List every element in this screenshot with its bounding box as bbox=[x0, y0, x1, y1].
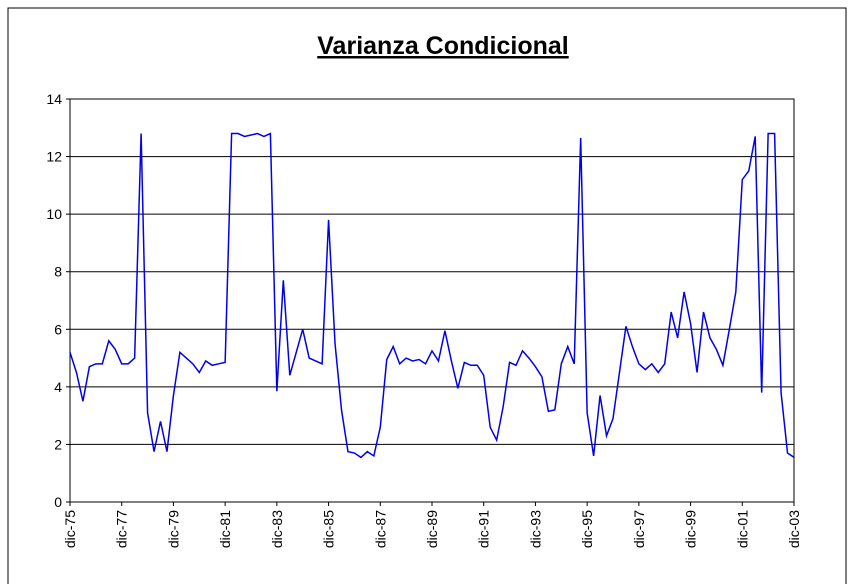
data-line bbox=[69, 132, 795, 459]
y-tick-label: 6 bbox=[54, 321, 62, 337]
x-tick-label: dic-01 bbox=[734, 510, 750, 548]
y-tick-label: 14 bbox=[46, 91, 62, 107]
y-tick-label: 2 bbox=[54, 436, 62, 452]
y-tick-label: 0 bbox=[54, 494, 62, 510]
x-tick-label: dic-95 bbox=[579, 510, 595, 548]
y-tick-label: 4 bbox=[54, 379, 62, 395]
x-tick-label: dic-85 bbox=[321, 510, 337, 548]
x-tick-label: dic-75 bbox=[62, 510, 78, 548]
x-tick-label: dic-81 bbox=[217, 510, 233, 548]
x-tick-label: dic-03 bbox=[786, 510, 802, 548]
x-tick-label: dic-99 bbox=[683, 510, 699, 548]
x-tick-label: dic-91 bbox=[476, 510, 492, 548]
y-tick-label: 12 bbox=[46, 149, 62, 165]
x-tick-label: dic-79 bbox=[165, 510, 181, 548]
x-tick-label: dic-77 bbox=[114, 510, 130, 548]
x-tick-label: dic-93 bbox=[527, 510, 543, 548]
y-tick-label: 8 bbox=[54, 264, 62, 280]
x-tick-label: dic-97 bbox=[631, 510, 647, 548]
y-tick-label: 10 bbox=[46, 206, 62, 222]
x-tick-label: dic-83 bbox=[269, 510, 285, 548]
x-tick-label: dic-87 bbox=[372, 510, 388, 548]
chart-title: Varianza Condicional bbox=[317, 32, 568, 60]
plot-area bbox=[69, 98, 795, 503]
x-tick-label: dic-89 bbox=[424, 510, 440, 548]
